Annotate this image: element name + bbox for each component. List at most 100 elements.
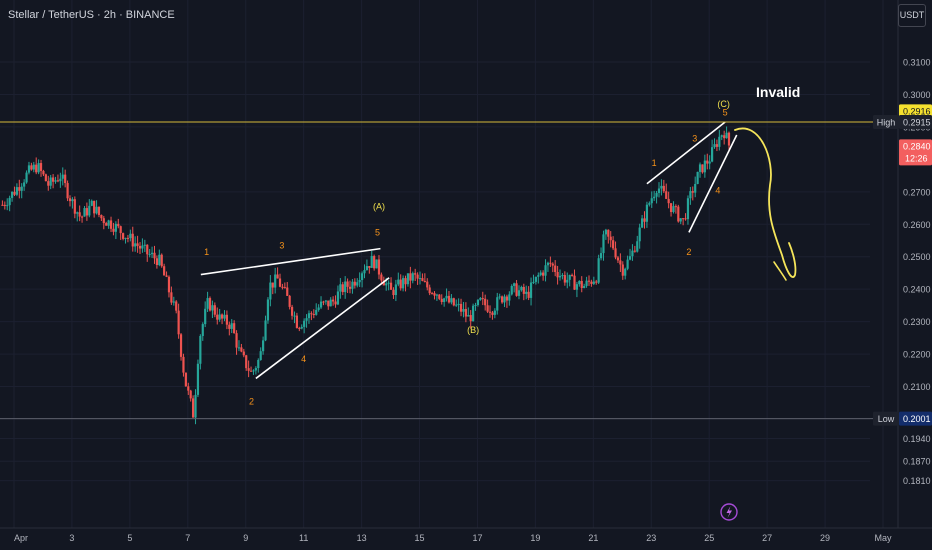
price-tick-label: 0.1870 [903,457,931,467]
candle [689,191,692,199]
candle [324,300,327,302]
candle [604,229,607,235]
candle [167,276,171,293]
candle [61,174,64,179]
candle [71,199,74,202]
candle [100,214,103,219]
candle [182,356,185,373]
candle [484,298,487,306]
candle [503,296,506,303]
candle [636,241,639,252]
candle [445,295,448,299]
currency-button[interactable]: USDT [898,4,926,27]
candle [493,310,496,315]
candle [402,278,405,289]
candle [392,289,395,296]
candle [138,245,142,249]
candle [286,287,289,296]
candle [264,320,267,341]
candle [725,132,728,139]
candle [363,270,366,274]
candle [684,218,687,220]
candle [640,218,644,228]
candle [252,370,255,372]
candle [230,323,233,329]
candle [522,286,525,294]
price-tick-label: 0.2600 [903,220,931,230]
candle [633,250,636,252]
candle [334,301,337,305]
candle [242,351,245,356]
candle [97,206,101,215]
candle [580,280,583,288]
candle [192,398,195,418]
candle [112,228,115,232]
candle [283,287,286,289]
price-tick-label: 0.1940 [903,434,931,444]
wave-number-label: 2 [249,396,254,406]
candle [122,233,125,239]
candle [208,298,212,311]
candle [527,291,530,298]
candle [679,218,682,222]
candle [204,308,207,325]
flash-icon-bolt [726,506,732,518]
candle [713,144,716,148]
candle [648,203,651,205]
candle [621,264,624,276]
wave-number-label: 1 [652,158,657,168]
candle [102,218,105,224]
candle [131,233,134,247]
candle [529,282,533,298]
candle [293,315,296,317]
flash-icon[interactable] [720,503,738,521]
time-tick-label: 23 [646,533,656,543]
forecast-path [734,127,797,278]
candle [665,191,668,199]
candle [177,310,180,335]
candle [411,273,414,281]
high-level-label-bg [873,115,899,130]
candle [39,163,43,171]
wave-number-label: 3 [279,241,284,251]
candle [148,254,151,256]
candle [83,208,86,217]
candle [235,333,238,348]
candle [47,181,50,186]
time-tick-label: 9 [243,533,248,543]
candle [276,274,279,279]
candle [515,283,518,296]
trendline [200,247,381,276]
candle [319,301,323,308]
candle [310,313,313,315]
candle [686,198,690,220]
high-level-badge [899,115,932,130]
price-tick-label: 0.1810 [903,476,931,486]
candle [146,244,149,255]
candle [312,314,315,316]
candle [723,135,726,139]
candle [698,164,702,172]
candle [358,279,361,283]
candle [1,204,4,206]
candle [327,300,330,307]
low-level-value: 0.2001 [903,414,931,424]
candle [237,347,241,349]
candle [262,340,265,352]
wave-number-label: 4 [715,185,720,195]
candle [578,280,581,285]
candle [626,259,629,269]
wave-abc-label: (C) [717,99,730,109]
candle [373,256,376,269]
candle [418,278,422,280]
candle [645,204,649,222]
candle [440,298,443,303]
candle [184,372,187,387]
candle [105,223,108,226]
candle [428,287,431,294]
time-tick-label: 29 [820,533,830,543]
candle [563,275,566,283]
candle [114,223,117,232]
candle [669,203,673,213]
